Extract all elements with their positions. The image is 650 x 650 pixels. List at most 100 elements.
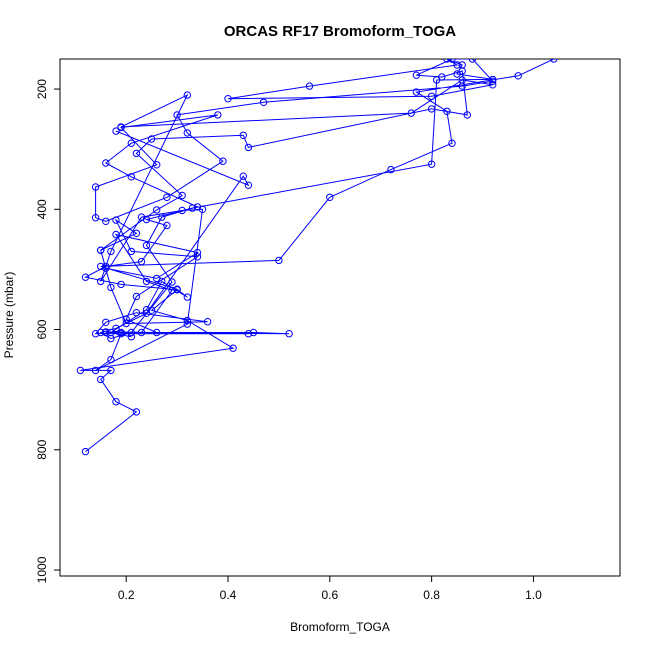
- data-point: [132, 149, 141, 158]
- data-point: [122, 319, 130, 328]
- data-point: [168, 286, 176, 295]
- data-point: [107, 355, 115, 364]
- data-point: [249, 328, 258, 337]
- y-tick-label: 200: [35, 79, 49, 99]
- data-point: [427, 160, 436, 168]
- data-point: [468, 59, 477, 63]
- x-tick-label: 0.4: [220, 588, 237, 602]
- data-point: [412, 88, 421, 96]
- data-point: [142, 309, 151, 317]
- data-point: [142, 241, 151, 250]
- series-layer: [76, 59, 558, 456]
- data-point: [219, 157, 227, 165]
- data-point: [107, 283, 115, 292]
- data-point: [178, 191, 186, 200]
- data-point: [127, 333, 136, 341]
- data-point: [127, 328, 136, 337]
- data-point: [107, 247, 115, 256]
- data-point: [305, 82, 314, 90]
- data-point: [102, 217, 110, 226]
- y-tick-label: 800: [35, 439, 49, 459]
- data-point: [153, 206, 161, 214]
- data-point: [443, 107, 451, 116]
- data-point: [198, 205, 207, 214]
- data-point: [229, 344, 237, 352]
- data-point: [158, 213, 166, 221]
- series-2: [91, 59, 497, 375]
- y-axis-label: Pressure (mbar): [2, 272, 16, 359]
- data-point: [259, 98, 268, 107]
- data-point: [489, 75, 497, 84]
- data-point: [137, 213, 146, 221]
- data-point: [158, 277, 166, 286]
- data-point: [214, 111, 222, 119]
- data-point: [188, 204, 197, 212]
- data-point: [102, 328, 110, 336]
- data-point: [137, 257, 146, 266]
- data-point: [458, 76, 466, 84]
- x-tick-label: 0.6: [321, 588, 338, 602]
- data-point: [173, 285, 181, 293]
- x-axis-label: Bromoform_TOGA: [290, 620, 390, 634]
- data-point: [163, 221, 171, 230]
- data-point: [132, 229, 141, 238]
- data-point: [163, 193, 171, 202]
- data-point: [427, 92, 436, 101]
- data-point: [239, 172, 248, 180]
- data-point: [178, 206, 186, 215]
- data-point: [244, 181, 253, 189]
- data-point: [514, 72, 522, 80]
- x-tick-label: 0.8: [423, 588, 440, 602]
- data-point: [117, 330, 125, 338]
- data-point: [132, 292, 141, 301]
- data-point: [142, 277, 151, 286]
- data-point: [448, 139, 456, 147]
- data-point: [97, 277, 105, 286]
- data-point: [112, 324, 120, 332]
- data-point: [97, 246, 105, 254]
- data-point: [102, 318, 110, 326]
- data-point: [326, 193, 334, 202]
- x-tick-label: 0.2: [118, 588, 135, 602]
- data-point: [458, 61, 466, 69]
- series-clip-group: [76, 59, 558, 456]
- data-point: [132, 309, 141, 317]
- data-point: [91, 183, 100, 191]
- data-point: [183, 320, 192, 328]
- data-point: [453, 61, 461, 69]
- data-point: [127, 173, 136, 181]
- data-point: [203, 318, 212, 326]
- data-point: [76, 366, 85, 375]
- x-axis: 0.2 0.4 0.6 0.8 1.0: [118, 575, 542, 602]
- data-point: [147, 135, 156, 143]
- data-point: [412, 71, 421, 79]
- data-point: [127, 139, 136, 147]
- data-point: [443, 59, 451, 63]
- data-point: [275, 256, 283, 265]
- data-point: [285, 330, 293, 338]
- data-point: [183, 129, 192, 137]
- data-point: [407, 109, 415, 117]
- data-point: [489, 81, 497, 89]
- data-point: [107, 366, 115, 375]
- data-point: [117, 280, 125, 289]
- y-tick-label: 600: [35, 319, 49, 339]
- data-point: [463, 111, 471, 119]
- data-point: [183, 91, 192, 99]
- data-point: [127, 247, 136, 256]
- data-point: [433, 76, 441, 84]
- data-point: [91, 214, 100, 222]
- data-point: [112, 216, 120, 224]
- data-point: [117, 123, 125, 131]
- data-point: [107, 334, 115, 343]
- data-point: [122, 315, 130, 323]
- data-point: [112, 398, 120, 406]
- y-axis: 200 400 600 800 1000: [35, 79, 61, 583]
- x-tick-label: 1.0: [525, 588, 542, 602]
- data-point: [97, 262, 105, 271]
- data-point: [550, 59, 558, 63]
- series-line: [95, 59, 493, 371]
- data-point: [81, 447, 90, 456]
- data-point: [97, 328, 105, 337]
